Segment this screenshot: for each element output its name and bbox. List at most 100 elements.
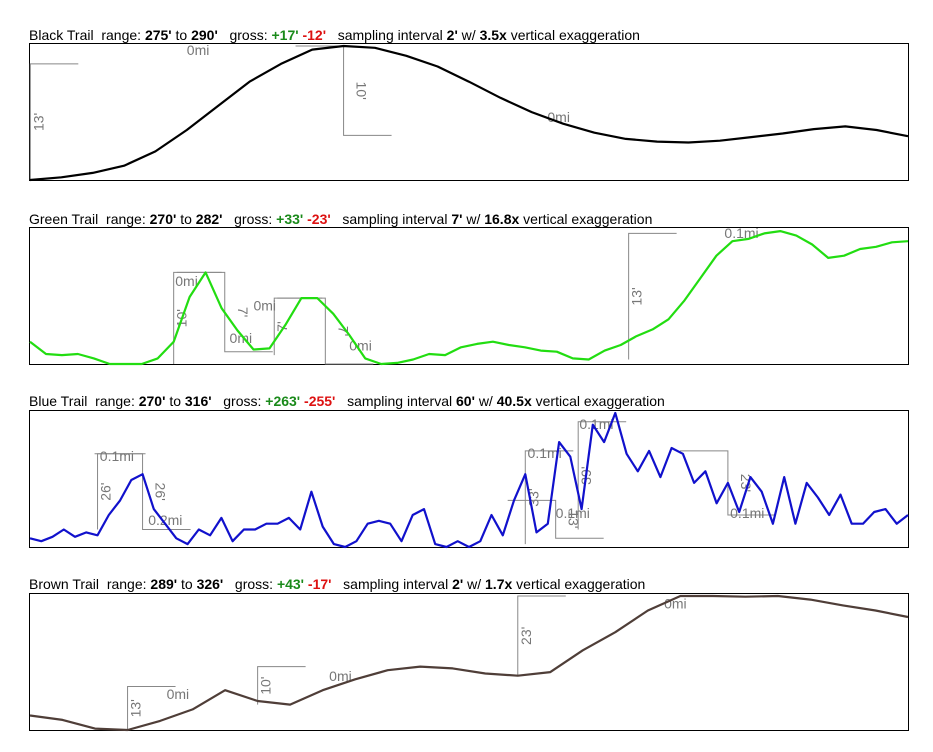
- climb-bracket: [295, 45, 392, 136]
- climb-bracket: [94, 453, 191, 531]
- distance-label: 0.1mi: [528, 445, 562, 461]
- range-max: 316': [184, 393, 212, 409]
- elevation-plot: 13' 10' 23' 0mi 0mi 0mi: [29, 593, 909, 732]
- range-to: to: [175, 27, 188, 43]
- climb-annotation: 23': [517, 595, 566, 676]
- range-to: to: [180, 576, 193, 592]
- chart-title: Brown Trail range: 289' to 326' gross: +…: [29, 576, 645, 592]
- climb-annotation: 13': [29, 63, 79, 180]
- distance-label: 0mi: [187, 42, 210, 58]
- climb-annotation: 33': [524, 450, 574, 545]
- range-label: range:: [106, 211, 146, 227]
- range-min: 270': [138, 393, 166, 409]
- exaggeration-value: 40.5x: [496, 393, 532, 409]
- climb-label: 13': [566, 510, 582, 528]
- interval-value: 2': [446, 27, 458, 43]
- elevation-line: [29, 594, 909, 732]
- climb-label: 10': [258, 677, 274, 695]
- gross-label: gross:: [229, 27, 268, 43]
- distance-label: 0.2mi: [148, 512, 182, 528]
- gross-label: gross:: [234, 211, 273, 227]
- distance-label: 0.1mi: [724, 225, 758, 241]
- climb-annotation: 26': [94, 453, 191, 531]
- elevation-plot: 26' 26' 33' 13' 39' 23' 0.1mi 0.2mi 0.1mi 0.1mi 0.…: [29, 410, 909, 549]
- range-min: 275': [144, 27, 172, 43]
- elevation-line: [29, 44, 909, 182]
- exaggeration-label: vertical exaggeration: [516, 576, 646, 592]
- elevation-line: [29, 411, 909, 549]
- climb-annotation: 10': [257, 666, 306, 705]
- climb-label: 13': [128, 699, 144, 717]
- exaggeration-label: vertical exaggeration: [535, 393, 665, 409]
- gross-loss: -17': [307, 576, 332, 592]
- range-max: 290': [191, 27, 218, 43]
- gross-loss: -255': [304, 393, 336, 409]
- with-label: w/: [467, 576, 482, 592]
- climb-bracket: [29, 63, 79, 180]
- interval-value: 60': [456, 393, 475, 409]
- exaggeration-value: 3.5x: [479, 27, 507, 43]
- chart-title: Blue Trail range: 270' to 316' gross: +2…: [29, 393, 665, 409]
- range-max: 326': [196, 576, 224, 592]
- climb-annotation: 7': [277, 297, 374, 365]
- range-label: range:: [95, 393, 135, 409]
- range-min: 289': [150, 576, 178, 592]
- range-max: 282': [195, 211, 223, 227]
- climb-annotation: 13': [507, 499, 604, 539]
- exaggeration-value: 1.7x: [485, 576, 513, 592]
- with-label: w/: [466, 211, 481, 227]
- climb-bracket: [517, 595, 566, 676]
- gross-gain: +43': [276, 576, 305, 592]
- gross-gain: +33': [276, 211, 304, 227]
- climb-label: 13': [30, 113, 46, 131]
- gross-label: gross:: [223, 393, 262, 409]
- exaggeration-label: vertical exaggeration: [523, 211, 653, 227]
- interval-label: sampling interval: [342, 211, 448, 227]
- distance-label: 0mi: [253, 297, 276, 313]
- range-to: to: [180, 211, 192, 227]
- trail-name: Green Trail: [29, 211, 99, 227]
- gross-loss: -12': [302, 27, 327, 43]
- gross-gain: +263': [265, 393, 301, 409]
- climb-label: 26': [98, 483, 114, 501]
- trail-name: Brown Trail: [29, 576, 100, 592]
- range-label: range:: [106, 576, 147, 592]
- range-min: 270': [149, 211, 177, 227]
- exaggeration-value: 16.8x: [484, 211, 520, 227]
- climb-bracket: [127, 686, 176, 730]
- distance-label: 0.1mi: [579, 416, 613, 432]
- distance-label: 0mi: [167, 686, 190, 702]
- interval-label: sampling interval: [343, 576, 449, 592]
- climb-label: 13': [629, 287, 645, 305]
- range-label: range:: [101, 27, 142, 43]
- gross-loss: -23': [307, 211, 331, 227]
- elevation-plot: 10' 7' 7' 7' 13' 0mi 0mi 0mi 0mi 0.1mi: [29, 225, 909, 366]
- distance-label: 0.1mi: [556, 505, 590, 521]
- distance-label: 0.1mi: [100, 448, 134, 464]
- climb-annotation: 13': [628, 232, 677, 360]
- chart-title: Black Trail range: 275' to 290' gross: +…: [29, 27, 640, 43]
- trail-name: Blue Trail: [29, 393, 88, 409]
- chart-title: Green Trail range: 270' to 282' gross: +…: [29, 211, 652, 227]
- elevation-plot: 13' 10' 0mi 0mi: [29, 42, 909, 182]
- climb-label: 7': [335, 326, 351, 336]
- interval-value: 2': [452, 576, 464, 592]
- climb-label: 10': [354, 82, 370, 100]
- interval-value: 7': [451, 211, 463, 227]
- climb-bracket: [257, 666, 306, 705]
- elevation-svg: 26' 26' 33'13'39' 23'0.1mi0.2mi0.1mi0.1mi0.…: [29, 411, 909, 549]
- climb-label: 23': [518, 627, 534, 645]
- interval-label: sampling interval: [347, 393, 453, 409]
- climb-label: 26': [153, 483, 169, 501]
- climb-label: 7': [274, 321, 290, 331]
- climb-bracket: [507, 499, 604, 539]
- climb-annotation: 26': [97, 453, 146, 530]
- climb-annotation: 10': [295, 45, 392, 136]
- elevation-line: [29, 229, 909, 366]
- climb-bracket: [277, 297, 374, 365]
- climb-bracket: [628, 232, 677, 360]
- climb-annotation: 7': [273, 297, 323, 356]
